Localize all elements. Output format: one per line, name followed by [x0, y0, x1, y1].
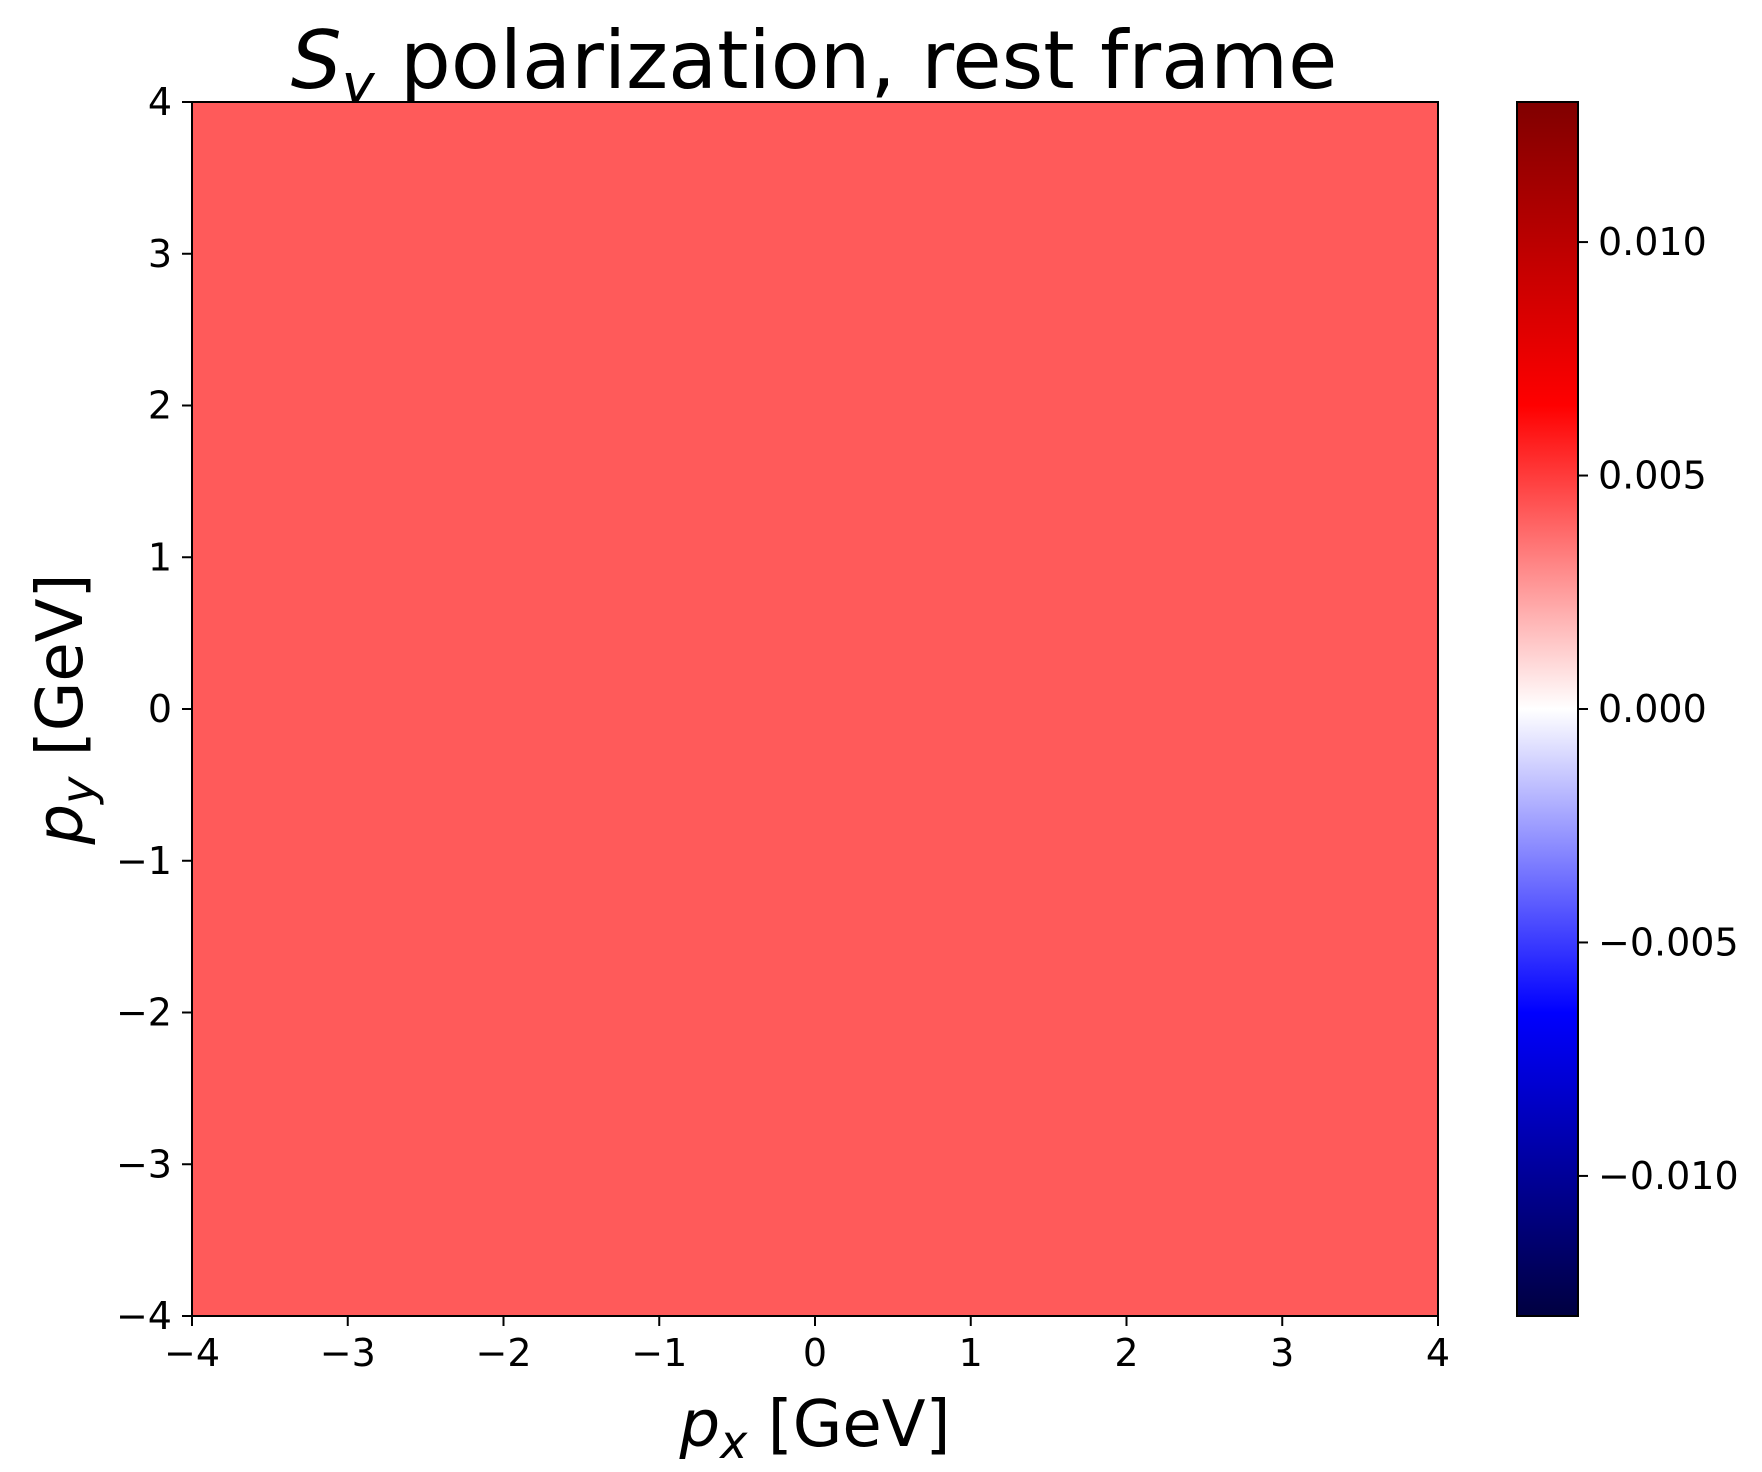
y-tick-label: 0 — [148, 687, 172, 731]
x-axis-ticks: −4 −3 −2 −1 0 1 2 3 4 — [164, 1316, 1450, 1375]
x-tick-label: 4 — [1426, 1331, 1450, 1375]
x-tick-label: −4 — [164, 1331, 220, 1375]
plot-area — [191, 101, 1439, 1317]
x-tick-label: 0 — [803, 1331, 827, 1375]
x-axis-subscript: x — [718, 1415, 748, 1469]
x-tick-label: −1 — [631, 1331, 687, 1375]
colorbar-tick-label: 0.005 — [1598, 454, 1707, 498]
y-tick-label: 4 — [148, 80, 172, 124]
y-tick-label: −1 — [116, 839, 172, 883]
chart-title: Sy polarization, rest frame — [291, 14, 1338, 118]
y-tick-label: 1 — [148, 535, 172, 579]
colorbar: −0.010 −0.005 0.000 0.005 0.010 — [1516, 101, 1739, 1317]
y-tick-label: 2 — [148, 384, 172, 428]
x-tick-label: 2 — [1114, 1331, 1138, 1375]
y-tick-label: −4 — [116, 1294, 172, 1338]
x-tick-label: −3 — [320, 1331, 376, 1375]
x-axis-title: px [GeV] — [679, 1388, 951, 1469]
chart-title-text: polarization, rest frame — [375, 14, 1338, 107]
colorbar-tick-label: −0.005 — [1598, 920, 1739, 964]
x-tick-label: −2 — [475, 1331, 531, 1375]
y-tick-label: −2 — [116, 991, 172, 1035]
y-tick-label: −3 — [116, 1142, 172, 1186]
y-axis-subscript: y — [51, 776, 105, 806]
chart-title-symbol: S — [291, 14, 342, 107]
y-axis-unit: [GeV] — [24, 574, 98, 777]
heatmap-field — [192, 102, 1438, 1316]
x-tick-label: 3 — [1270, 1331, 1294, 1375]
y-tick-label: 3 — [148, 232, 172, 276]
x-axis-unit: [GeV] — [747, 1388, 950, 1462]
y-axis-ticks: −4 −3 −2 −1 0 1 2 3 4 — [116, 80, 192, 1338]
y-axis-symbol: p — [24, 804, 98, 846]
y-axis-title: py [GeV] — [24, 574, 105, 846]
colorbar-tick-label: 0.010 — [1598, 220, 1707, 264]
colorbar-ticks: −0.010 −0.005 0.000 0.005 0.010 — [1578, 220, 1739, 1198]
colorbar-tick-label: 0.000 — [1598, 687, 1707, 731]
colorbar-tick-label: −0.010 — [1598, 1154, 1739, 1198]
colorbar-bar — [1516, 101, 1579, 1317]
x-tick-label: 1 — [959, 1331, 983, 1375]
x-axis-symbol: p — [679, 1388, 721, 1462]
